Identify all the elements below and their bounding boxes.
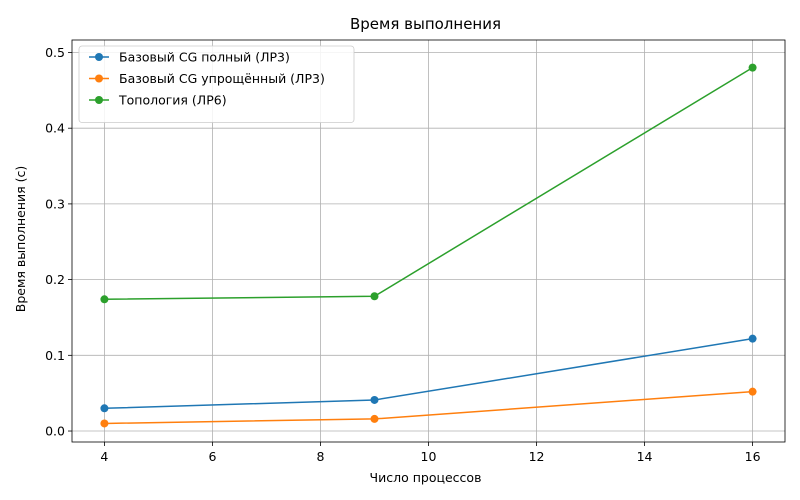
y-tick-label: 0.3 <box>45 196 65 211</box>
x-tick-label: 6 <box>208 449 216 464</box>
data-point <box>370 292 379 301</box>
x-tick-label: 14 <box>637 449 653 464</box>
data-point <box>100 404 109 413</box>
y-tick-label: 0.4 <box>45 121 65 136</box>
legend-marker <box>95 74 103 83</box>
legend-label: Базовый CG полный (ЛР3) <box>119 50 290 65</box>
data-point <box>748 63 757 72</box>
legend-item: Базовый CG упрощённый (ЛР3) <box>89 71 325 86</box>
x-tick-label: 16 <box>745 449 761 464</box>
legend-marker <box>95 96 103 104</box>
series-3 <box>100 63 757 304</box>
x-tick-label: 4 <box>100 449 108 464</box>
series-1 <box>100 334 757 413</box>
x-tick-label: 10 <box>421 449 437 464</box>
data-point <box>370 414 379 423</box>
x-axis-label: Число процессов <box>370 470 482 485</box>
axis-ticks: 4 6 8 10 12 14 16 0.0 0.1 0.2 0.3 0.4 0.5 <box>45 45 760 464</box>
legend-marker <box>95 53 103 61</box>
x-tick-label: 8 <box>316 449 324 464</box>
grid <box>72 40 785 442</box>
legend: Базовый CG полный (ЛР3) Базовый CG упрощё… <box>78 45 355 123</box>
legend-box <box>78 45 355 123</box>
legend-label: Базовый CG упрощённый (ЛР3) <box>119 71 325 86</box>
data-point <box>100 419 109 428</box>
data-point <box>100 295 109 304</box>
y-tick-label: 0.0 <box>45 424 65 439</box>
y-tick-label: 0.2 <box>45 272 65 287</box>
data-point <box>748 387 757 396</box>
legend-item: Топология (ЛР6) <box>89 93 227 108</box>
data-point <box>370 395 379 404</box>
y-tick-label: 0.5 <box>45 45 65 60</box>
series-2 <box>100 387 757 428</box>
y-axis-label: Время выполнения (с) <box>13 166 28 312</box>
x-tick-label: 12 <box>529 449 545 464</box>
legend-label: Топология (ЛР6) <box>118 93 227 108</box>
legend-item: Базовый CG полный (ЛР3) <box>89 50 290 65</box>
chart-title: Время выполнения <box>350 15 501 33</box>
series-layer <box>100 63 757 428</box>
y-tick-label: 0.1 <box>45 348 65 363</box>
data-point <box>748 334 757 343</box>
